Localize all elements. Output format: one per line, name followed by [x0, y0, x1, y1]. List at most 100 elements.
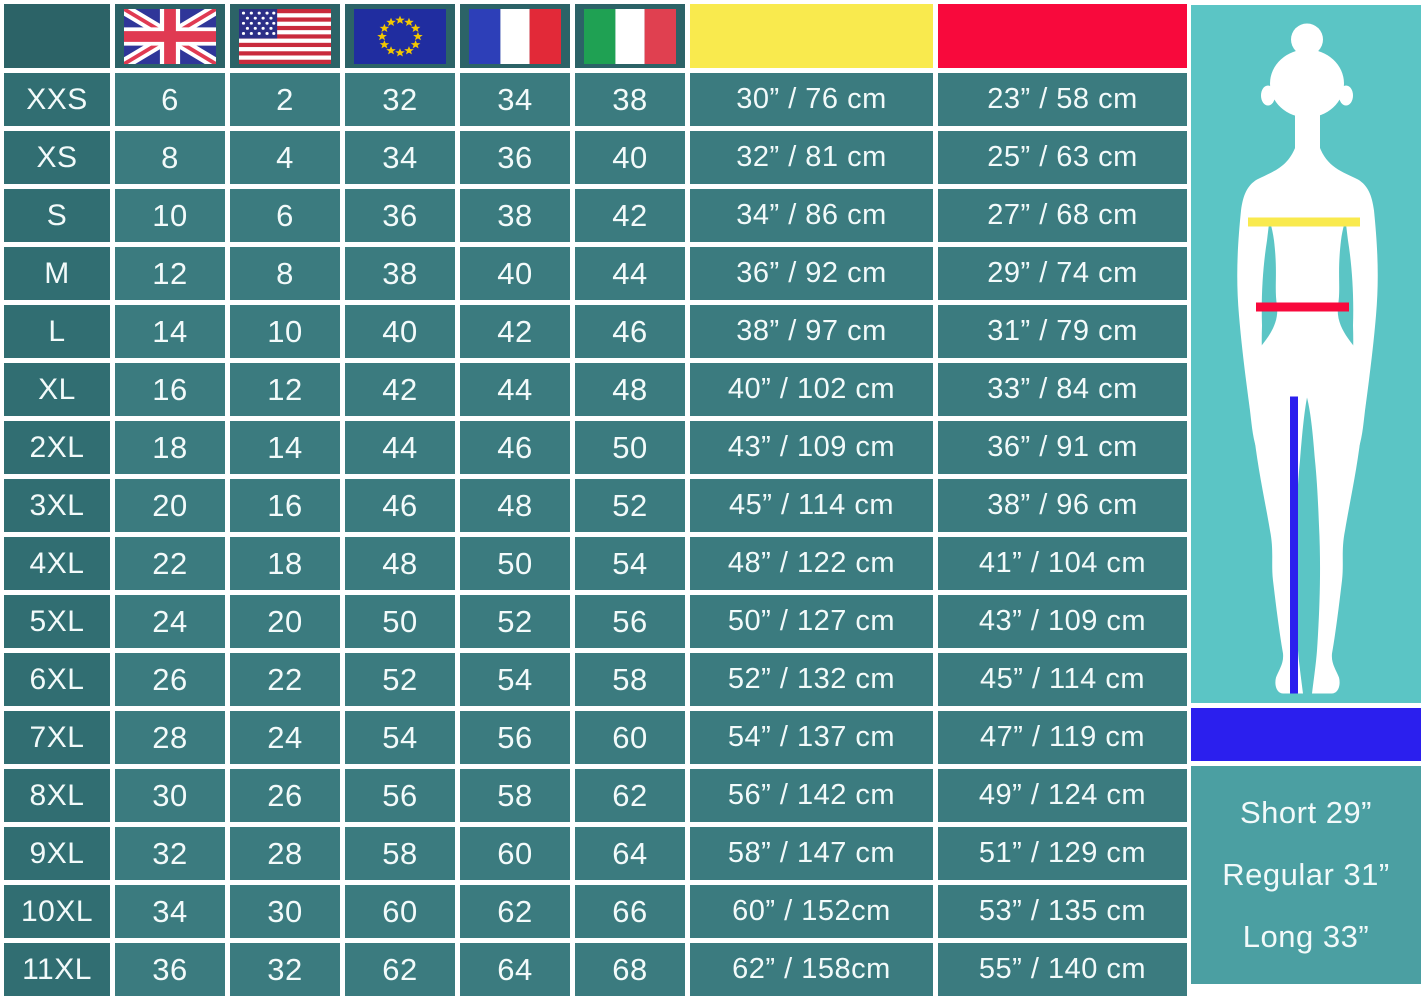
us-size-cell: 16 [230, 479, 340, 532]
size-label-cell: M [4, 247, 110, 300]
it-size-cell: 66 [575, 885, 685, 938]
waist-measurement-cell: 49” / 124 cm [938, 769, 1187, 822]
uk-flag-icon [124, 8, 216, 64]
bust-measurement-cell: 32” / 81 cm [690, 131, 933, 184]
it-size-cell: 62 [575, 769, 685, 822]
it-size-cell: 68 [575, 943, 685, 996]
uk-size-cell: 28 [115, 711, 225, 764]
inseam-regular-label: Regular 31” [1222, 857, 1390, 892]
bust-measurement-cell: 30” / 76 cm [690, 73, 933, 126]
bust-color-swatch [690, 4, 933, 68]
us-column-header [230, 4, 340, 68]
silhouette-torso-legs [1248, 145, 1367, 694]
inseam-length-legend: Short 29” Regular 31” Long 33” [1191, 766, 1421, 984]
it-size-cell: 52 [575, 479, 685, 532]
fr-size-cell: 40 [460, 247, 570, 300]
eu-flag-icon [354, 8, 446, 64]
waist-measurement-cell: 45” / 114 cm [938, 653, 1187, 706]
eu-size-cell: 40 [345, 305, 455, 358]
corner-header-cell [4, 4, 110, 68]
us-size-cell: 12 [230, 363, 340, 416]
france-column-header [460, 4, 570, 68]
uk-size-cell: 20 [115, 479, 225, 532]
it-size-cell: 60 [575, 711, 685, 764]
fr-size-cell: 42 [460, 305, 570, 358]
eu-size-cell: 54 [345, 711, 455, 764]
uk-size-cell: 32 [115, 827, 225, 880]
silhouette-left-arm [1237, 179, 1271, 456]
fr-size-cell: 56 [460, 711, 570, 764]
size-label-cell: XS [4, 131, 110, 184]
bust-measurement-cell: 48” / 122 cm [690, 537, 933, 590]
eu-size-cell: 36 [345, 189, 455, 242]
size-label-cell: 5XL [4, 595, 110, 648]
waist-measurement-cell: 47” / 119 cm [938, 711, 1187, 764]
bust-line [1248, 217, 1360, 227]
eu-size-cell: 34 [345, 131, 455, 184]
inseam-long-label: Long 33” [1242, 919, 1370, 954]
eu-size-cell: 52 [345, 653, 455, 706]
fr-size-cell: 52 [460, 595, 570, 648]
uk-size-cell: 18 [115, 421, 225, 474]
us-size-cell: 30 [230, 885, 340, 938]
waist-measurement-cell: 25” / 63 cm [938, 131, 1187, 184]
fr-size-cell: 60 [460, 827, 570, 880]
waist-measurement-cell: 29” / 74 cm [938, 247, 1187, 300]
size-label-cell: 9XL [4, 827, 110, 880]
size-label-cell: S [4, 189, 110, 242]
eu-size-cell: 38 [345, 247, 455, 300]
it-size-cell: 48 [575, 363, 685, 416]
it-size-cell: 54 [575, 537, 685, 590]
size-label-cell: 3XL [4, 479, 110, 532]
us-size-cell: 28 [230, 827, 340, 880]
size-label-cell: 4XL [4, 537, 110, 590]
fr-size-cell: 62 [460, 885, 570, 938]
uk-size-cell: 16 [115, 363, 225, 416]
size-label-cell: 7XL [4, 711, 110, 764]
waist-measurement-cell: 23” / 58 cm [938, 73, 1187, 126]
uk-size-cell: 30 [115, 769, 225, 822]
eu-size-cell: 62 [345, 943, 455, 996]
silhouette-head [1270, 49, 1344, 118]
fr-size-cell: 64 [460, 943, 570, 996]
us-size-cell: 14 [230, 421, 340, 474]
uk-size-cell: 14 [115, 305, 225, 358]
it-size-cell: 58 [575, 653, 685, 706]
us-size-cell: 18 [230, 537, 340, 590]
waist-color-swatch [938, 4, 1187, 68]
size-label-cell: 10XL [4, 885, 110, 938]
uk-size-cell: 34 [115, 885, 225, 938]
us-size-cell: 10 [230, 305, 340, 358]
eu-size-cell: 44 [345, 421, 455, 474]
uk-size-cell: 6 [115, 73, 225, 126]
waist-column-header [938, 4, 1187, 68]
waist-measurement-cell: 43” / 109 cm [938, 595, 1187, 648]
eu-column-header [345, 4, 455, 68]
waist-measurement-cell: 41” / 104 cm [938, 537, 1187, 590]
inseam-short-label: Short 29” [1239, 795, 1372, 830]
it-size-cell: 42 [575, 189, 685, 242]
uk-size-cell: 10 [115, 189, 225, 242]
size-chart-grid: XXS 6 2 32 34 38 30” / 76 cm 23” / 58 cm… [4, 4, 1187, 996]
waist-measurement-cell: 33” / 84 cm [938, 363, 1187, 416]
bust-measurement-cell: 56” / 142 cm [690, 769, 933, 822]
bust-measurement-cell: 62” / 158cm [690, 943, 933, 996]
uk-column-header [115, 4, 225, 68]
bust-measurement-cell: 45” / 114 cm [690, 479, 933, 532]
eu-size-cell: 46 [345, 479, 455, 532]
uk-size-cell: 24 [115, 595, 225, 648]
us-size-cell: 32 [230, 943, 340, 996]
fr-size-cell: 50 [460, 537, 570, 590]
bust-measurement-cell: 50” / 127 cm [690, 595, 933, 648]
size-label-cell: L [4, 305, 110, 358]
us-size-cell: 20 [230, 595, 340, 648]
us-size-cell: 22 [230, 653, 340, 706]
it-size-cell: 38 [575, 73, 685, 126]
silhouette-right-arm [1344, 179, 1378, 456]
silhouette-bun [1291, 23, 1323, 56]
bust-measurement-cell: 43” / 109 cm [690, 421, 933, 474]
woman-silhouette [1237, 23, 1378, 694]
bust-measurement-cell: 34” / 86 cm [690, 189, 933, 242]
bust-column-header [690, 4, 933, 68]
